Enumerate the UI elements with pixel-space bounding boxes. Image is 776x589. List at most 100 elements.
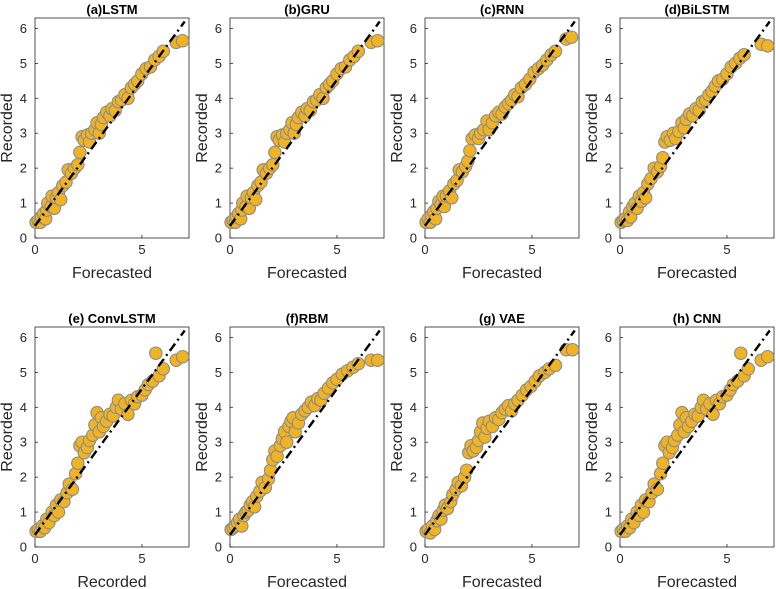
x-axis-label: Forecasted	[267, 574, 347, 589]
y-tick-label: 1	[605, 505, 612, 520]
x-tick-label: 0	[31, 242, 38, 257]
x-tick-label: 0	[31, 551, 38, 566]
data-point	[463, 143, 477, 158]
y-tick-label: 6	[215, 330, 222, 345]
chart-panel-c: 0 5 0 1 2 3 4 5 6 (c)RNN Forecasted Recorded	[389, 2, 580, 282]
y-tick-label: 0	[20, 231, 27, 246]
y-tick-label: 3	[410, 435, 417, 450]
data-point	[370, 353, 385, 367]
y-axis-label: Recorded	[389, 93, 406, 162]
y-tick-label: 5	[215, 365, 222, 380]
y-tick-label: 0	[605, 231, 612, 246]
scatter-series	[419, 342, 580, 540]
chart-title: (b)GRU	[284, 2, 330, 17]
x-tick-label: 5	[138, 242, 145, 257]
x-tick-label: 0	[226, 242, 233, 257]
y-tick-label: 5	[605, 56, 612, 71]
chart-title: (h) CNN	[673, 311, 721, 326]
y-tick-label: 6	[20, 330, 27, 345]
y-tick-label: 0	[20, 540, 27, 555]
x-tick-label: 0	[616, 242, 623, 257]
y-axis-label: Recorded	[389, 402, 406, 471]
y-tick-label: 3	[605, 126, 612, 141]
scatter-series	[224, 33, 385, 230]
y-tick-label: 4	[20, 400, 27, 415]
y-tick-label: 3	[215, 126, 222, 141]
chart-title: (e) ConvLSTM	[68, 311, 155, 326]
x-axis-label: Forecasted	[657, 574, 737, 589]
y-tick-label: 2	[215, 470, 222, 485]
reference-line	[34, 329, 186, 536]
chart-title: (d)BiLSTM	[665, 2, 730, 17]
data-point	[248, 192, 263, 207]
y-tick-label: 4	[410, 91, 417, 106]
chart-title: (c)RNN	[480, 2, 524, 17]
y-tick-label: 6	[215, 21, 222, 36]
y-tick-label: 3	[410, 126, 417, 141]
x-tick-label: 5	[723, 242, 730, 257]
y-tick-label: 2	[605, 161, 612, 176]
y-tick-label: 1	[20, 505, 27, 520]
y-axis-label: Recorded	[584, 402, 601, 471]
axes-frame	[34, 326, 190, 548]
x-tick-label: 0	[421, 551, 428, 566]
x-tick-label: 5	[723, 551, 730, 566]
data-point	[279, 435, 294, 449]
data-point	[564, 30, 579, 44]
data-point	[268, 145, 282, 160]
x-axis-label: Recorded	[77, 574, 146, 589]
y-tick-label: 2	[215, 161, 222, 176]
y-tick-label: 0	[215, 540, 222, 555]
y-tick-label: 4	[215, 400, 222, 415]
y-axis-label: Recorded	[584, 93, 601, 162]
y-axis-label: Recorded	[0, 402, 16, 471]
y-tick-label: 3	[20, 435, 27, 450]
axes-frame	[424, 326, 580, 548]
chart-panel-g: 0 5 0 1 2 3 4 5 6 (g) VAE Forecasted Recorded	[389, 311, 580, 589]
chart-panel-d: 0 5 0 1 2 3 4 5 6 (d)BiLSTM Forecasted Recorded	[584, 2, 775, 282]
x-tick-label: 0	[226, 551, 233, 566]
y-tick-label: 0	[215, 231, 222, 246]
x-tick-label: 0	[616, 551, 623, 566]
y-tick-label: 0	[410, 231, 417, 246]
reference-line	[34, 20, 186, 227]
reference-line	[619, 20, 771, 227]
reference-line	[229, 329, 381, 536]
axes-frame	[619, 17, 775, 239]
y-tick-label: 0	[605, 540, 612, 555]
x-tick-label: 5	[333, 551, 340, 566]
y-tick-label: 5	[410, 56, 417, 71]
chart-panel-b: 0 5 0 1 2 3 4 5 6 (b)GRU Forecasted Recorded	[194, 2, 385, 282]
y-tick-label: 4	[410, 400, 417, 415]
y-tick-label: 5	[605, 365, 612, 380]
y-tick-label: 1	[20, 196, 27, 211]
y-tick-label: 4	[20, 91, 27, 106]
x-axis-label: Forecasted	[267, 265, 347, 282]
data-point	[638, 191, 653, 205]
data-point	[565, 342, 580, 357]
chart-panel-e: 0 5 0 1 2 3 4 5 6 (e) ConvLSTM Recorded Recorded	[0, 311, 190, 589]
y-axis-label: Recorded	[194, 402, 211, 471]
chart-panel-f: 0 5 0 1 2 3 4 5 6 (f)RBM Forecasted Recorded	[194, 311, 385, 589]
y-tick-label: 4	[215, 91, 222, 106]
x-axis-label: Forecasted	[72, 265, 152, 282]
x-axis-label: Forecasted	[462, 574, 542, 589]
y-tick-label: 4	[605, 91, 612, 106]
data-point	[734, 346, 748, 360]
scatter-series	[614, 37, 775, 230]
y-tick-label: 5	[215, 56, 222, 71]
scatter-series	[29, 346, 190, 539]
data-point	[548, 44, 563, 58]
y-tick-label: 3	[20, 126, 27, 141]
axes-frame	[34, 17, 190, 239]
chart-title: (g) VAE	[479, 311, 525, 326]
y-tick-label: 2	[20, 161, 27, 176]
y-tick-label: 1	[410, 505, 417, 520]
data-point	[760, 349, 775, 364]
y-tick-label: 1	[215, 196, 222, 211]
axes-frame	[229, 326, 385, 548]
x-axis-label: Forecasted	[462, 265, 542, 282]
scatter-series	[614, 346, 775, 539]
y-tick-label: 6	[605, 330, 612, 345]
data-point	[149, 346, 163, 360]
